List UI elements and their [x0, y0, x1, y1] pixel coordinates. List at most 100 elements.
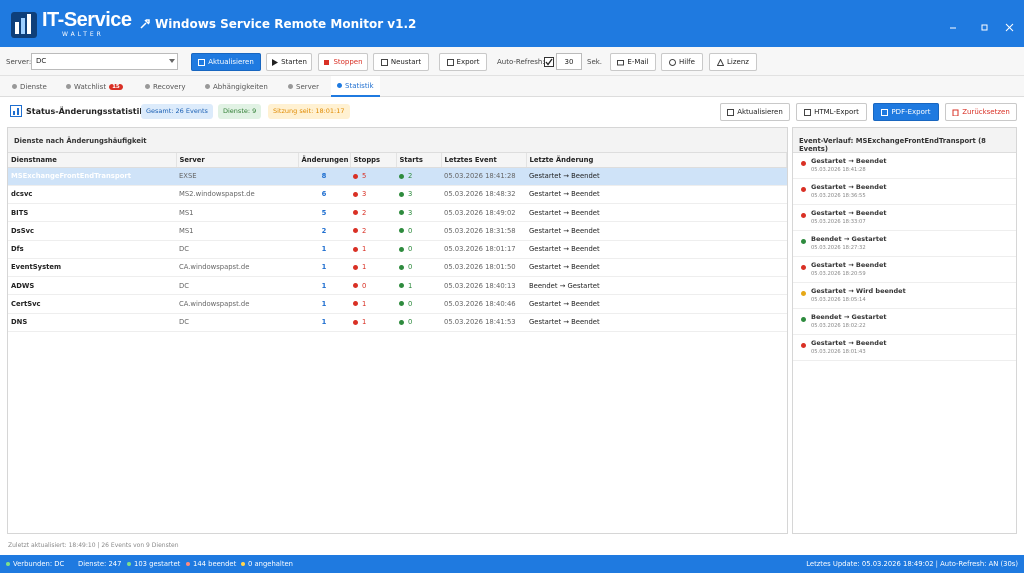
last-event: 05.03.2026 18:01:50 — [441, 258, 526, 278]
start-count-cell: 0 — [396, 240, 441, 259]
status-dot — [399, 228, 404, 234]
change-count: 1 — [298, 294, 350, 314]
status-dot — [399, 283, 404, 289]
services-badge: Dienste: 9 — [218, 104, 262, 119]
label: Verbunden: DC — [13, 560, 65, 568]
tab[interactable]: Dienste — [12, 76, 47, 97]
table-row[interactable]: Dfs DC 1 1 0 05.03.2026 18:01:17 Gestartet → B… — [8, 240, 787, 259]
event-time: 05.03.2026 18:01:43 — [811, 349, 866, 355]
server-select[interactable]: DC — [31, 53, 178, 70]
server: CA.windowspapst.de — [176, 294, 298, 314]
column-header[interactable]: Dienstname — [8, 153, 177, 168]
start-button[interactable]: Starten — [266, 53, 312, 71]
stop-count: 2 — [362, 226, 367, 235]
server: MS1 — [176, 203, 298, 223]
tab[interactable]: Statistik — [331, 76, 380, 97]
last-change: Gestartet → Beendet — [526, 203, 787, 223]
event-dot — [801, 265, 806, 270]
refresh-button[interactable]: Aktualisieren — [191, 53, 261, 71]
html-export-button[interactable]: HTML-Export — [796, 103, 867, 121]
table-row[interactable]: EventSystem CA.windowspapst.de 1 1 0 05.03.20… — [8, 258, 787, 278]
last-change: Gestartet → Beendet — [526, 185, 787, 205]
start-count: 0 — [408, 318, 413, 327]
column-header[interactable]: Starts — [396, 153, 442, 168]
tab[interactable]: Recovery — [145, 76, 185, 97]
last-change: Gestartet → Beendet — [526, 240, 787, 259]
tab[interactable]: Abhängigkeiten — [205, 76, 268, 97]
last-event: 05.03.2026 18:41:53 — [441, 313, 526, 332]
event-item[interactable]: Gestartet → Wird beendet 05.03.2026 18:05… — [793, 283, 1016, 309]
service-name: CertSvc — [8, 294, 176, 314]
stop-button[interactable]: Stoppen — [318, 53, 368, 71]
label: 0 angehalten — [248, 560, 293, 568]
stop-count-cell: 1 — [350, 313, 396, 332]
unit-label: Sek. — [587, 58, 603, 66]
event-item[interactable]: Gestartet → Beendet 05.03.2026 18:01:43 — [793, 335, 1016, 361]
title-icon — [140, 19, 150, 29]
license-button[interactable]: Lizenz — [709, 53, 757, 71]
section-title: Status-Änderungsstatistik — [26, 107, 145, 116]
reset-button[interactable]: Zurücksetzen — [945, 103, 1017, 121]
toolbar: Server: DC Aktualisieren Starten Stoppen… — [0, 47, 1024, 76]
table-row[interactable]: DNS DC 1 1 0 05.03.2026 18:41:53 Gestartet → B… — [8, 313, 787, 332]
start-count: 0 — [408, 299, 413, 308]
icon — [717, 58, 725, 66]
label: Hilfe — [679, 58, 695, 66]
table-row[interactable]: BITS MS1 5 2 3 05.03.2026 18:49:02 Gestartet →… — [8, 203, 787, 223]
last-event: 05.03.2026 18:48:32 — [441, 185, 526, 205]
table-row[interactable]: MSExchangeFrontEndTransport EXSE 8 5 2 05.03.… — [8, 167, 787, 186]
pdf-export-button[interactable]: PDF-Export — [873, 103, 939, 121]
stats-refresh-button[interactable]: Aktualisieren — [720, 103, 790, 121]
table-row[interactable]: CertSvc CA.windowspapst.de 1 1 0 05.03.2026 1… — [8, 294, 787, 314]
change-count: 1 — [298, 276, 350, 296]
event-item[interactable]: Gestartet → Beendet 05.03.2026 18:20:59 — [793, 257, 1016, 283]
stop-count: 1 — [362, 245, 367, 254]
stop-count: 1 — [362, 318, 367, 327]
start-count-cell: 3 — [396, 185, 441, 205]
tab[interactable]: Watchlist 15 — [66, 76, 123, 97]
table-row[interactable]: ADWS DC 1 0 1 05.03.2026 18:40:13 Beendet → Ge… — [8, 276, 787, 296]
auto-refresh-checkbox[interactable] — [544, 57, 554, 67]
column-header[interactable]: Letztes Event — [441, 153, 527, 168]
status-dot — [353, 264, 358, 270]
start-count-cell: 0 — [396, 258, 441, 278]
server: CA.windowspapst.de — [176, 258, 298, 278]
connection: Verbunden: DC — [6, 560, 64, 568]
table-row[interactable]: DsSvc MS1 2 2 0 05.03.2026 18:31:58 Gestartet … — [8, 221, 787, 241]
logo-icon — [11, 12, 37, 38]
event-item[interactable]: Beendet → Gestartet 05.03.2026 18:02:22 — [793, 309, 1016, 335]
tab[interactable]: Server — [288, 76, 319, 97]
event-item[interactable]: Gestartet → Beendet 05.03.2026 18:36:55 — [793, 179, 1016, 205]
event-change: Beendet → Gestartet — [811, 313, 887, 321]
server: MS2.windowspapst.de — [176, 185, 298, 205]
event-change: Gestartet → Beendet — [811, 183, 887, 191]
export-button[interactable]: Export — [439, 53, 487, 71]
column-header[interactable]: Letzte Änderung — [526, 153, 787, 168]
restart-button[interactable]: Neustart — [373, 53, 429, 71]
column-header[interactable]: Änderungen — [298, 153, 351, 168]
last-change: Gestartet → Beendet — [526, 221, 787, 241]
stop-count: 2 — [362, 208, 367, 217]
table-row[interactable]: dcsvc MS2.windowspapst.de 6 3 3 05.03.2026 18… — [8, 185, 787, 205]
event-item[interactable]: Gestartet → Beendet 05.03.2026 18:33:07 — [793, 205, 1016, 231]
email-button[interactable]: E-Mail — [610, 53, 656, 71]
status-dot — [353, 228, 358, 234]
help-button[interactable]: Hilfe — [661, 53, 703, 71]
status-line: Zuletzt aktualisiert: 18:49:10 | 26 Even… — [8, 542, 179, 549]
interval-input[interactable]: 30 — [556, 53, 582, 70]
session-badge: Sitzung seit: 18:01:17 — [268, 104, 350, 119]
server: EXSE — [176, 167, 298, 186]
event-time: 05.03.2026 18:02:22 — [811, 323, 866, 329]
event-item[interactable]: Beendet → Gestartet 05.03.2026 18:27:32 — [793, 231, 1016, 257]
window-controls[interactable] — [950, 22, 1020, 34]
tab-label: Watchlist — [74, 82, 107, 91]
event-time: 05.03.2026 18:27:32 — [811, 245, 866, 251]
column-header[interactable]: Server — [176, 153, 299, 168]
event-item[interactable]: Gestartet → Beendet 05.03.2026 18:41:28 — [793, 153, 1016, 179]
event-change: Gestartet → Beendet — [811, 209, 887, 217]
event-time: 05.03.2026 18:41:28 — [811, 167, 866, 173]
column-header[interactable]: Stopps — [350, 153, 397, 168]
start-count-cell: 2 — [396, 167, 441, 186]
logo-subtext: WALTER — [62, 31, 104, 38]
event-time: 05.03.2026 18:33:07 — [811, 219, 866, 225]
